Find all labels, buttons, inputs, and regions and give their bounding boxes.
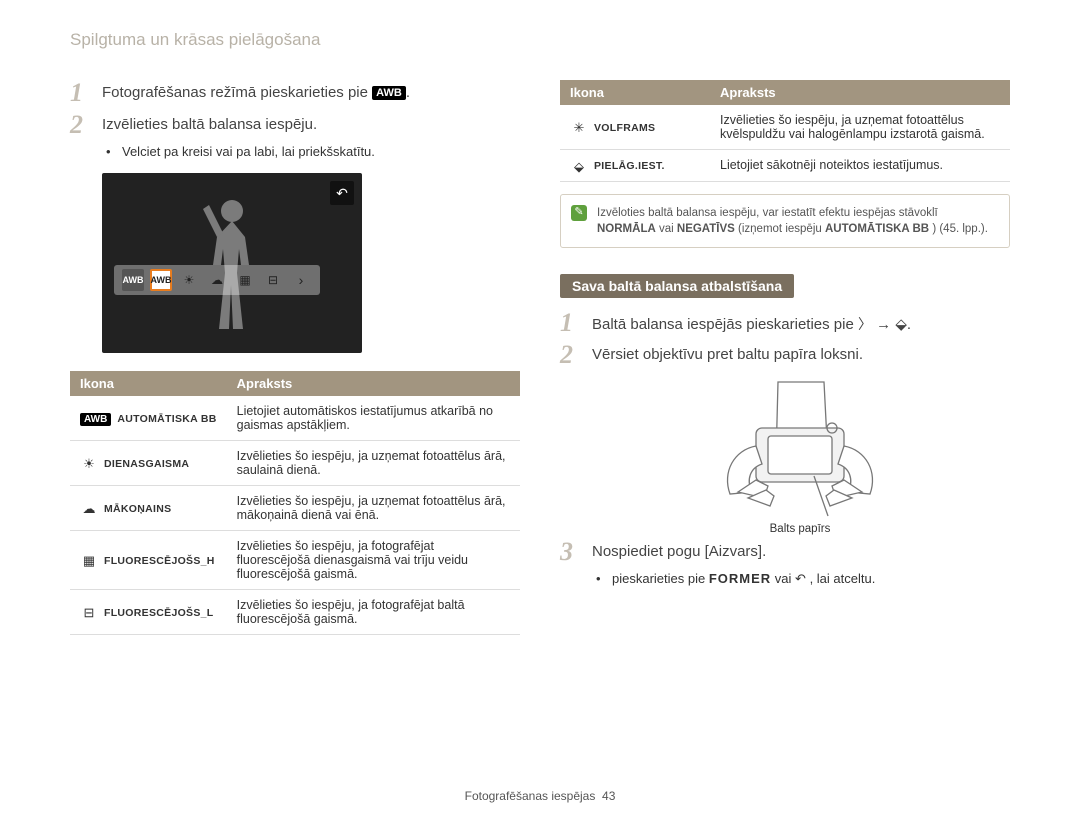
table-header-desc: Apraksts — [227, 371, 520, 396]
right-step-3-text: Nospiediet pogu [Aizvars]. — [592, 539, 1010, 560]
note-icon: ✎ — [571, 205, 587, 221]
wb-label: VOLFRAMS — [594, 122, 655, 134]
bullet-list: • Velciet pa kreisi vai pa labi, lai pri… — [106, 144, 520, 159]
silhouette-icon — [187, 193, 277, 333]
wb-option-awb-selected[interactable]: AWB — [150, 269, 172, 291]
step-1: 1 Fotografēšanas režīmā pieskarieties pi… — [70, 80, 520, 106]
bullet-text: Velciet pa kreisi vai pa labi, lai priek… — [122, 144, 375, 159]
step-number: 2 — [560, 342, 584, 368]
custom-icon: ⬙ — [570, 159, 588, 173]
fluor-l-icon: ⊟ — [80, 605, 98, 619]
table-row: ✳ VOLFRAMS Izvēlieties šo iespēju, ja uzņ… — [560, 105, 1010, 150]
table-row: ▦ FLUORESCĒJOŠS_H Izvēlieties šo iespēju,… — [70, 531, 520, 590]
table-row: AWB AUTOMĀTISKA BB Lietojiet automātiskos… — [70, 396, 520, 441]
sun-icon: ☀ — [80, 456, 98, 470]
chevron-right-icon: 〉 — [858, 316, 872, 332]
note-text-2: vai — [659, 223, 677, 235]
wb-option-strip: AWB AWB ☀ ☁ ▦ ⊟ › — [114, 265, 320, 295]
wb-option-awb-dark[interactable]: AWB — [122, 269, 144, 291]
wb-label: PIELĀG.IEST. — [594, 160, 665, 172]
table-row: ⬙ PIELĀG.IEST. Lietojiet sākotnēji noteik… — [560, 150, 1010, 182]
custom-set-icon: ⬙ — [895, 316, 907, 333]
step-1-label: Fotografēšanas režīmā pieskarieties pie — [102, 84, 372, 101]
awb-icon: AWB — [372, 86, 406, 100]
tungsten-icon: ✳ — [570, 120, 588, 134]
wb-label: FLUORESCĒJOŠS_L — [104, 607, 214, 619]
step-2: 2 Izvēlieties baltā balansa iespēju. — [70, 112, 520, 138]
bullet-text-3: , lai atceltu. — [810, 571, 876, 586]
bullet-item: • pieskarieties pie FORMER vai ↶ , lai a… — [596, 571, 1010, 587]
note-text-3: (izņemot iespēju — [738, 223, 825, 235]
step-number: 3 — [560, 539, 584, 565]
table-header-icon: Ikona — [560, 80, 710, 105]
note-bold-2: NEGATĪVS — [677, 223, 735, 235]
page-footer: Fotografēšanas iespējas 43 — [0, 789, 1080, 803]
step-number: 1 — [70, 80, 94, 106]
wb-label: DIENASGAISMA — [104, 458, 189, 470]
step-1-text: Fotografēšanas režīmā pieskarieties pie … — [102, 80, 520, 101]
wb-option-fluor-h[interactable]: ▦ — [234, 269, 256, 291]
wb-table-right: Ikona Apraksts ✳ VOLFRAMS Izvēlieties šo … — [560, 80, 1010, 182]
wb-desc: Izvēlieties šo iespēju, ja uzņemat fotoa… — [710, 105, 1010, 150]
table-row: ⊟ FLUORESCĒJOŠS_L Izvēlieties šo iespēju,… — [70, 590, 520, 635]
step-label: Baltā balansa iespējās pieskarieties pie — [592, 316, 858, 333]
bullet-list-right: • pieskarieties pie FORMER vai ↶ , lai a… — [596, 571, 1010, 587]
wb-desc: Izvēlieties šo iespēju, ja fotografējat … — [227, 590, 520, 635]
table-row: ☀ DIENASGAISMA Izvēlieties šo iespēju, ja… — [70, 441, 520, 486]
right-column: Ikona Apraksts ✳ VOLFRAMS Izvēlieties šo … — [560, 80, 1010, 635]
cloud-icon: ☁ — [80, 501, 98, 515]
bullet-text-2: vai — [775, 571, 795, 586]
wb-desc: Izvēlieties šo iespēju, ja uzņemat fotoa… — [227, 486, 520, 531]
bullet-dot: • — [106, 144, 114, 159]
right-step-3: 3 Nospiediet pogu [Aizvars]. — [560, 539, 1010, 565]
wb-desc: Izvēlieties šo iespēju, ja uzņemat fotoa… — [227, 441, 520, 486]
table-header-desc: Apraksts — [710, 80, 1010, 105]
right-step-2-text: Vērsiet objektīvu pret baltu papīra loks… — [592, 342, 1010, 363]
bullet-dot: • — [596, 571, 604, 587]
wb-label: AUTOMĀTISKA BB — [117, 413, 216, 425]
back-icon-inline: ↶ — [795, 571, 806, 586]
note-text-1: Izvēloties baltā balansa iespēju, var ie… — [597, 207, 938, 219]
footer-page: 43 — [602, 789, 615, 803]
bullet-text-1: pieskarieties pie — [612, 571, 709, 586]
right-step-1: 1 Baltā balansa iespējās pieskarieties p… — [560, 310, 1010, 336]
wb-label: FLUORESCĒJOŠS_H — [104, 555, 215, 567]
former-icon: FORMER — [709, 571, 771, 586]
preview-inner — [102, 173, 362, 353]
note-text-4: ) (45. lpp.). — [932, 223, 988, 235]
table-header-icon: Ikona — [70, 371, 227, 396]
bullet-item: • Velciet pa kreisi vai pa labi, lai pri… — [106, 144, 520, 159]
fluor-h-icon: ▦ — [80, 553, 98, 567]
note-bold-3: AUTOMĀTISKA BB — [825, 223, 929, 235]
footer-text: Fotografēšanas iespējas — [465, 789, 596, 803]
awb-icon: AWB — [80, 413, 111, 426]
right-step-2: 2 Vērsiet objektīvu pret baltu papīra lo… — [560, 342, 1010, 368]
section-heading: Sava baltā balansa atbalstīšana — [560, 274, 794, 298]
whitepaper-illustration: Balts papīrs — [560, 376, 1010, 535]
right-step-1-text: Baltā balansa iespējās pieskarieties pie… — [592, 310, 1010, 334]
camera-preview: ↶ AWB AWB ☀ ☁ ▦ ⊟ › — [102, 173, 362, 353]
page-title: Spilgtuma un krāsas pielāgošana — [70, 30, 1010, 50]
step-number: 2 — [70, 112, 94, 138]
whitepaper-label: Balts papīrs — [590, 523, 1010, 535]
note-bold-1: NORMĀLA — [597, 223, 656, 235]
wb-label: MĀKOŅAINS — [104, 503, 171, 515]
content-columns: 1 Fotografēšanas režīmā pieskarieties pi… — [70, 80, 1010, 635]
step-number: 1 — [560, 310, 584, 336]
bullet-text: pieskarieties pie FORMER vai ↶ , lai atc… — [612, 571, 875, 587]
wb-desc: Lietojiet automātiskos iestatījumus atka… — [227, 396, 520, 441]
wb-desc: Lietojiet sākotnēji noteiktos iestatījum… — [710, 150, 1010, 182]
wb-strip-next[interactable]: › — [290, 269, 312, 291]
left-column: 1 Fotografēšanas režīmā pieskarieties pi… — [70, 80, 520, 635]
wb-table-left: Ikona Apraksts AWB AUTOMĀTISKA BB Lietoji… — [70, 371, 520, 635]
wb-option-daylight[interactable]: ☀ — [178, 269, 200, 291]
table-row: ☁ MĀKOŅAINS Izvēlieties šo iespēju, ja uz… — [70, 486, 520, 531]
step-2-text: Izvēlieties baltā balansa iespēju. — [102, 112, 520, 133]
wb-option-cloudy[interactable]: ☁ — [206, 269, 228, 291]
wb-option-fluor-l[interactable]: ⊟ — [262, 269, 284, 291]
note-box: ✎ Izvēloties baltā balansa iespēju, var … — [560, 194, 1010, 248]
wb-desc: Izvēlieties šo iespēju, ja fotografējat … — [227, 531, 520, 590]
